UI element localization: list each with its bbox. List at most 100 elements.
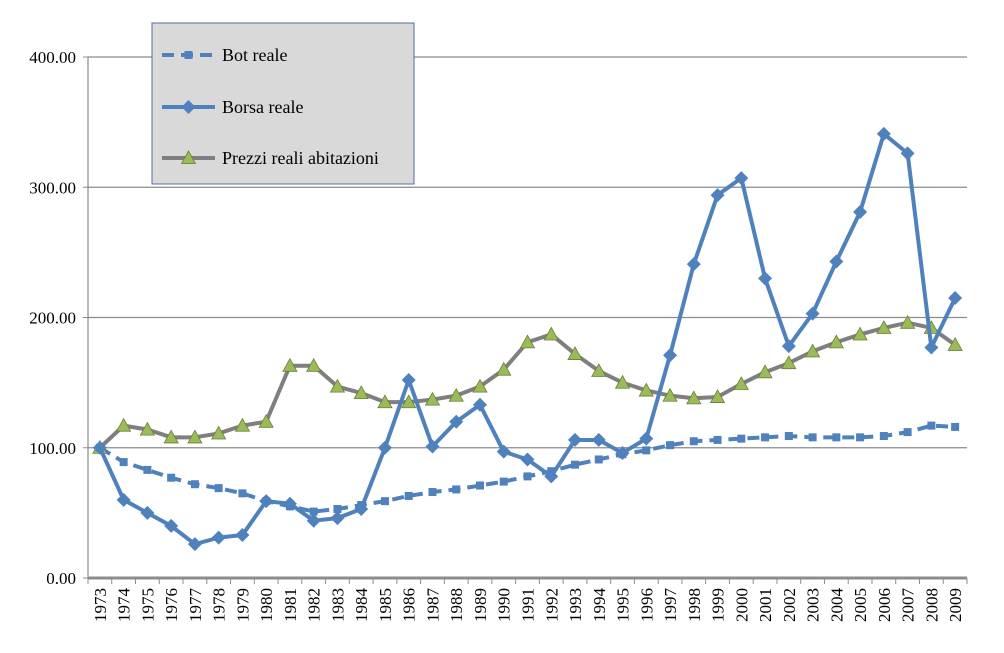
data-point bbox=[187, 429, 203, 444]
data-point bbox=[259, 494, 274, 509]
data-point bbox=[92, 440, 107, 455]
data-point bbox=[282, 357, 298, 372]
x-tick-label: 1992 bbox=[542, 588, 561, 622]
data-point bbox=[139, 421, 156, 436]
series-borsa-reale bbox=[92, 126, 963, 552]
data-point bbox=[638, 382, 654, 397]
data-point bbox=[309, 507, 318, 516]
data-point bbox=[452, 485, 461, 494]
x-tick-labels: 1973 1974 1975 1976 1977 1978 1979 1980 1981 1982… bbox=[91, 588, 965, 623]
data-point bbox=[832, 433, 841, 442]
data-point bbox=[710, 188, 725, 203]
data-point bbox=[829, 254, 844, 269]
data-point bbox=[594, 455, 603, 464]
data-point bbox=[401, 373, 416, 388]
data-point bbox=[686, 390, 702, 405]
data-point bbox=[924, 340, 939, 355]
data-point bbox=[757, 364, 773, 379]
data-point bbox=[900, 146, 915, 161]
data-point bbox=[448, 387, 464, 402]
data-point bbox=[190, 480, 199, 489]
data-point bbox=[377, 394, 393, 409]
y-tick-label: 200.00 bbox=[29, 309, 76, 328]
data-point bbox=[472, 378, 488, 393]
x-tick-label: 1987 bbox=[423, 588, 442, 623]
data-point bbox=[496, 361, 512, 376]
x-tick-label: 1981 bbox=[281, 588, 300, 622]
data-point bbox=[333, 504, 342, 513]
data-point bbox=[306, 513, 321, 528]
data-point bbox=[282, 496, 297, 511]
data-point bbox=[210, 425, 227, 440]
data-point bbox=[449, 414, 464, 429]
data-point bbox=[424, 391, 441, 406]
data-point bbox=[167, 473, 176, 482]
data-point bbox=[499, 477, 508, 486]
x-tick-label: 1975 bbox=[138, 588, 157, 622]
data-point bbox=[639, 431, 654, 446]
x-tick-label: 2008 bbox=[922, 588, 941, 622]
x-tick-label: 1991 bbox=[519, 588, 538, 622]
legend-label: Borsa reale bbox=[222, 97, 303, 117]
data-point bbox=[143, 465, 152, 474]
x-tick-label: 2007 bbox=[899, 588, 918, 623]
x-tick-label: 1996 bbox=[637, 588, 656, 622]
data-point bbox=[425, 439, 440, 454]
x-tick-label: 1980 bbox=[257, 588, 276, 622]
legend-swatch-marker bbox=[180, 150, 197, 165]
data-point bbox=[781, 355, 797, 370]
series-prezzi-reali-abitazioni bbox=[92, 314, 963, 454]
data-point bbox=[472, 397, 487, 412]
data-point bbox=[475, 481, 484, 490]
data-point bbox=[805, 306, 820, 321]
data-point bbox=[235, 528, 250, 543]
data-point bbox=[520, 452, 535, 467]
legend: Bot reale Borsa reale Prezzi reali abitazi… bbox=[151, 22, 415, 185]
series-bot-reale bbox=[95, 421, 960, 516]
data-point bbox=[615, 445, 630, 460]
data-point bbox=[761, 433, 770, 442]
axes bbox=[83, 56, 968, 584]
data-point bbox=[519, 334, 536, 349]
data-point bbox=[496, 444, 511, 459]
data-point bbox=[115, 417, 132, 432]
data-point bbox=[140, 505, 155, 520]
x-tick-label: 2004 bbox=[827, 588, 846, 623]
data-point bbox=[354, 501, 369, 516]
data-point bbox=[214, 484, 223, 493]
data-point bbox=[571, 460, 580, 469]
x-tick-label: 1974 bbox=[115, 588, 134, 623]
data-point bbox=[306, 357, 322, 372]
data-point bbox=[709, 389, 726, 403]
data-point bbox=[784, 432, 793, 441]
data-point bbox=[686, 257, 701, 272]
data-point bbox=[903, 428, 912, 437]
legend-swatch-marker bbox=[181, 100, 196, 114]
x-tick-label: 2006 bbox=[875, 588, 894, 622]
data-point bbox=[567, 346, 583, 360]
x-tick-label: 1978 bbox=[210, 588, 229, 622]
x-tick-label: 1983 bbox=[328, 588, 347, 622]
data-point bbox=[713, 435, 722, 444]
data-point bbox=[734, 171, 749, 186]
data-point bbox=[614, 374, 631, 389]
x-tick-label: 2001 bbox=[756, 588, 775, 622]
data-point bbox=[876, 126, 891, 141]
data-point bbox=[737, 434, 746, 443]
x-tick-label: 1990 bbox=[495, 588, 514, 622]
x-tick-label: 1989 bbox=[471, 588, 490, 622]
x-tick-label: 1997 bbox=[661, 588, 680, 623]
data-point bbox=[856, 433, 865, 442]
data-point bbox=[899, 314, 916, 329]
data-point bbox=[666, 441, 675, 450]
data-point bbox=[568, 432, 583, 447]
x-tick-label: 1985 bbox=[376, 588, 395, 622]
data-point bbox=[377, 440, 392, 455]
data-point bbox=[876, 320, 892, 334]
legend-swatch-marker bbox=[184, 51, 193, 59]
data-point bbox=[543, 326, 559, 341]
data-point bbox=[234, 417, 251, 432]
y-tick-label: 400.00 bbox=[29, 48, 76, 67]
